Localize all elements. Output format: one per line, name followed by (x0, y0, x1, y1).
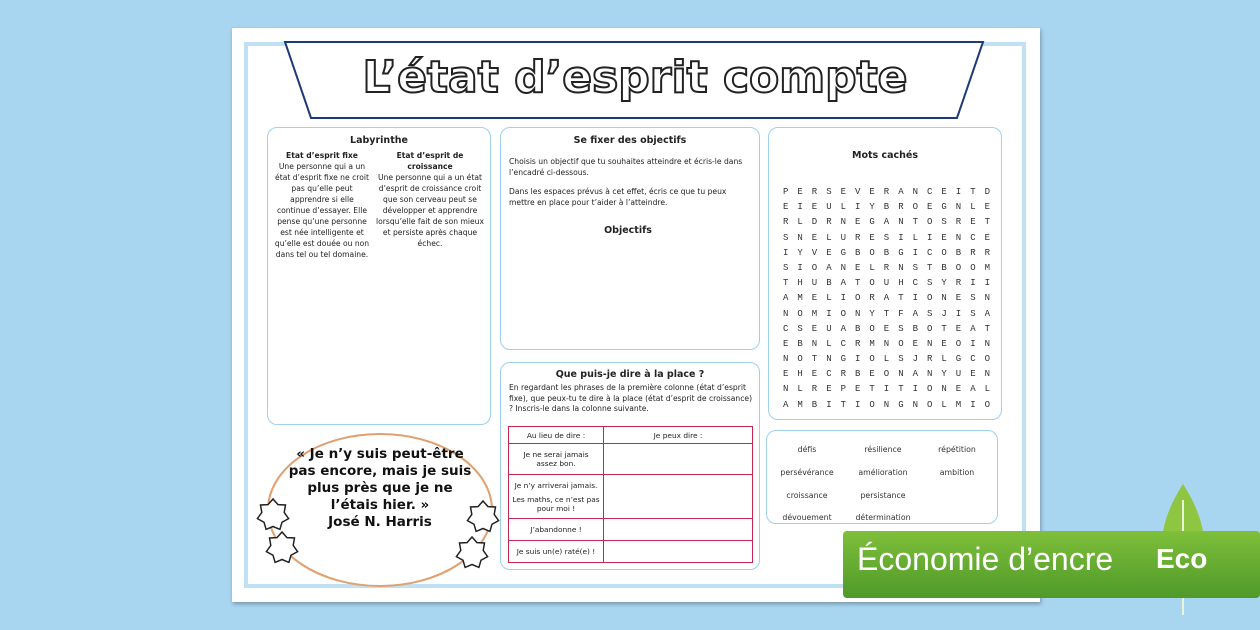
word: dévouement (782, 513, 832, 522)
word-search-panel: Mots cachés PERSEVERANCEITD EIEULIYBROEGN… (768, 127, 1002, 420)
grid-row: SNELURESILIENCE (783, 232, 1000, 243)
grid-row: CSEUABOESBOTEAT (783, 323, 1000, 334)
answer-cell (603, 540, 753, 563)
word: défis (797, 445, 817, 454)
line: Je n’y arriverai jamais. (514, 480, 598, 490)
heading: Mots cachés (851, 150, 919, 161)
heading: Se fixer des objectifs (573, 135, 687, 146)
maze-panel: Labyrinthe Etat d’esprit fixe Une personn… (267, 127, 491, 425)
grid-row: NOTNGIOLSJRLGCO (783, 354, 1000, 365)
grid-row: IYVEGBOBGICOBRR (783, 247, 1000, 258)
star (455, 535, 489, 569)
grid-row: NOMIONYTFASJISA (783, 308, 1000, 319)
intro: En regardant les phrases de la première … (509, 383, 753, 413)
rephrase-table: Au lieu de dire : Je peux dire : Je ne se… (508, 426, 753, 563)
star (466, 499, 500, 533)
word: résilience (864, 445, 902, 454)
cell: Je ne serai jamais assez bon. (508, 443, 604, 475)
grid-row: EBNLCRMNOENEOIN (783, 338, 1000, 349)
star (256, 497, 290, 531)
answer-cell (603, 518, 753, 541)
answer-cell (603, 474, 753, 519)
grid-row: THUBATOUHCSYRII (783, 278, 1000, 289)
heading: Que puis-je dire à la place ? (555, 369, 705, 380)
eco-banner: Économie d’encre Eco (843, 531, 1260, 598)
heading: Labyrinthe (350, 135, 408, 146)
cell: Je n’y arriverai jamais. Les maths, ce n’… (508, 474, 604, 519)
word: détermination (855, 513, 911, 522)
grid-row: PERSEVERANCEITD (783, 187, 1000, 197)
line: Les maths, ce n’est pas pour moi ! (512, 494, 600, 513)
goals-panel: Se fixer des objectifs Choisis un object… (500, 127, 760, 350)
box-label: Objectifs (604, 225, 652, 236)
fixed-col: Etat d’esprit fixe Une personne qui a un … (274, 150, 370, 260)
letter-grid: PERSEVERANCEITD EIEULIYBROEGNLE RLDRNEGANT… (783, 185, 999, 413)
grid-row: AMBITIONGNOLMIO (783, 399, 1000, 410)
word: croissance (786, 491, 828, 500)
grid-row: EIEULIYBROEGNLE (783, 202, 1000, 213)
instruction: Dans les espaces prévus à cet effet, écr… (509, 187, 727, 207)
title-banner (283, 41, 985, 119)
star (265, 530, 299, 564)
grid-row: SIOANELRNSTBOOM (783, 262, 1000, 273)
subheading: Etat d’esprit fixe (286, 151, 358, 160)
quote-text: « Je n’y suis peut-être pas encore, mais… (288, 446, 472, 513)
header-cell: Je peux dire : (603, 426, 753, 444)
banner-badge: Eco (1156, 543, 1208, 574)
header-cell: Au lieu de dire : (508, 426, 604, 444)
word: amélioration (858, 468, 908, 477)
cell: Je suis un(e) raté(e) ! (508, 540, 604, 563)
grid-row: AMELIORATIONESN (783, 293, 1000, 304)
text: Une personne qui a un état d’esprit de c… (376, 173, 484, 248)
grid-row: RLDRNEGANTOSRET (783, 217, 1000, 228)
text: Une personne qui a un état d’esprit fixe… (274, 162, 370, 259)
word: persévérance (780, 468, 834, 477)
quote-author: José N. Harris (328, 514, 432, 530)
grid-row: NLREPETITIONEAL (783, 384, 1000, 395)
answer-cell (603, 443, 753, 475)
subheading: Etat d’esprit de croissance (396, 151, 464, 171)
title: L’état d’esprit compte (362, 51, 909, 104)
cell: J’abandonne ! (508, 518, 604, 541)
growth-col: Etat d’esprit de croissance Une personne … (374, 150, 486, 249)
quote: « Je n’y suis peut-être pas encore, mais… (288, 446, 472, 531)
instruction: Choisis un objectif que tu souhaites att… (509, 157, 743, 177)
word: ambition (939, 468, 975, 477)
grid-row: EHECRBEONANYUEN (783, 369, 1000, 380)
rephrase-panel: Que puis-je dire à la place ? En regarda… (500, 362, 760, 570)
banner-label: Économie d’encre (857, 541, 1114, 577)
word: persistance (860, 491, 906, 500)
word: répétition (938, 445, 976, 454)
word-list-panel: défis résilience répétition persévérance amé… (766, 430, 998, 524)
